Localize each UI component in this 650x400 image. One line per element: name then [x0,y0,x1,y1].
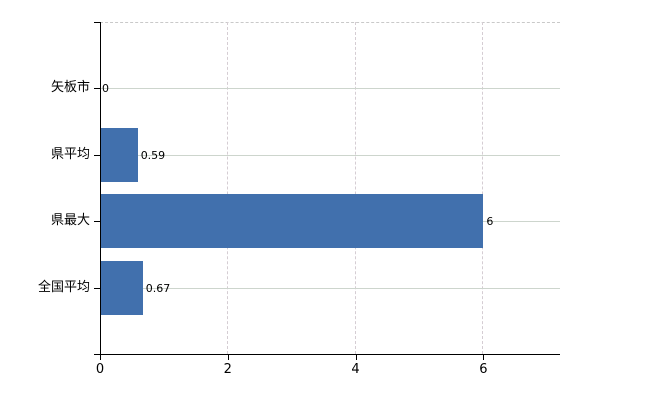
bar [100,194,484,249]
y-axis-tick [94,287,100,289]
y-axis-tick [94,22,100,23]
bar-value-label: 0 [102,82,109,96]
x-axis-tick [100,355,101,360]
bar [100,127,138,182]
bar [100,260,143,315]
bar-value-label: 0.67 [145,281,171,295]
horizontal-gridline [100,287,560,289]
x-axis-tick [355,355,357,360]
plot-area: 0 0.59 6 0.67 [100,22,560,354]
y-axis-tick [94,154,100,156]
category-label: 県最大 [50,213,90,229]
x-tick-label: 2 [223,362,232,377]
category-label: 全国平均 [37,279,90,295]
category-label: 県平均 [50,146,90,162]
x-tick-label: 4 [351,362,360,377]
x-axis-tick [483,355,485,360]
vertical-gridline [482,22,484,354]
horizontal-gridline [100,88,560,90]
x-axis-tick [227,355,229,360]
x-tick-label: 0 [95,362,105,377]
y-axis-tick [94,221,100,223]
bar-value-label: 0.59 [140,148,166,162]
x-axis-line [94,354,560,355]
plot-top-border [100,22,560,23]
y-axis-tick [94,88,100,90]
horizontal-gridline [100,154,560,156]
vertical-gridline [354,22,356,354]
bar-value-label: 6 [486,215,494,229]
category-label: 矢板市 [50,80,90,96]
vertical-gridline [226,22,228,354]
y-axis-line [100,22,101,360]
x-tick-label: 6 [479,362,488,377]
